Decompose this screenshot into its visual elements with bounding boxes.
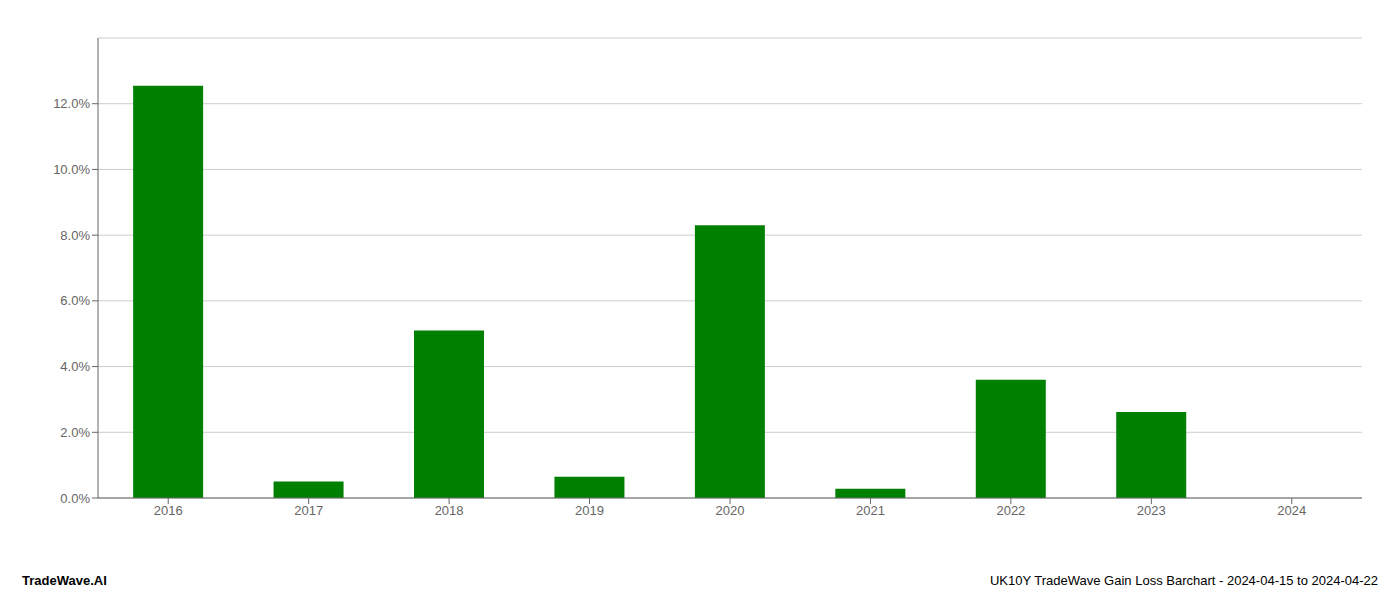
html-text:UK10Y TradeWave Gain Loss Barc: UK10Y TradeWave Gain Loss Barchart - 202… <box>989 573 1378 588</box>
svg-text:0.0%: 0.0% <box>60 491 90 506</box>
svg-text:2021: 2021 <box>856 503 885 518</box>
svg-text:2022: 2022 <box>996 503 1025 518</box>
html-text:TradeWave.AI: TradeWave.AI <box>22 573 107 588</box>
svg-text:2020: 2020 <box>716 503 745 518</box>
svg-text:8.0%: 8.0% <box>60 228 90 243</box>
svg-text:2023: 2023 <box>1137 503 1166 518</box>
svg-text:2017: 2017 <box>294 503 323 518</box>
svg-text:2019: 2019 <box>575 503 604 518</box>
svg-text:10.0%: 10.0% <box>53 162 90 177</box>
svg-text:4.0%: 4.0% <box>60 359 90 374</box>
svg-text:2024: 2024 <box>1277 503 1306 518</box>
svg-text:12.0%: 12.0% <box>53 96 90 111</box>
svg-text:2016: 2016 <box>154 503 183 518</box>
svg-text:2.0%: 2.0% <box>60 425 90 440</box>
svg-text:2018: 2018 <box>435 503 464 518</box>
svg-text:6.0%: 6.0% <box>60 293 90 308</box>
